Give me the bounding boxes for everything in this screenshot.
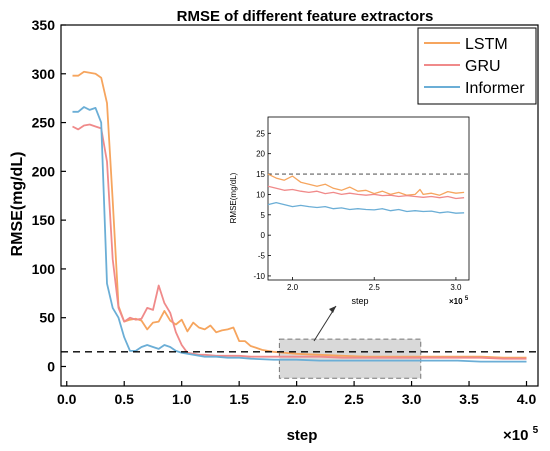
y-tick-label-5: 250 xyxy=(32,115,56,131)
inset-y-tick-label-3: 5 xyxy=(261,211,266,220)
inset-plot: 2.0 2.5 3.0 -10 -5 0 5 10 15 20 25 RMSE(mg/dL) ste… xyxy=(229,116,470,306)
series-line-gru xyxy=(72,123,527,360)
inset-x-tick-label-2: 3.0 xyxy=(450,283,462,292)
inset-y-tick-label-5: 15 xyxy=(256,170,265,179)
inset-y-axis-label: RMSE(mg/dL) xyxy=(229,172,238,223)
x-tick-label-3: 1.5 xyxy=(229,391,249,407)
x-tick-label-8: 4.0 xyxy=(517,391,537,407)
legend-label-informer: Informer xyxy=(465,80,525,97)
inset-y-tick-label-6: 20 xyxy=(256,150,265,159)
x-tick-label-0: 0.0 xyxy=(57,391,77,407)
chart-title: RMSE of different feature extractors xyxy=(177,8,434,25)
x-multiplier-exponent: 5 xyxy=(533,425,539,436)
y-tick-label-7: 350 xyxy=(32,17,56,33)
inset-y-tick-label-0: -10 xyxy=(253,272,265,281)
series-line-informer xyxy=(72,106,527,363)
x-axis-multiplier: ×10 5 xyxy=(503,425,539,444)
plot-frame xyxy=(60,24,539,387)
zoom-arrowhead xyxy=(329,306,336,313)
inset-series-line-informer xyxy=(267,201,465,214)
x-multiplier-base: ×10 xyxy=(503,427,528,444)
x-axis-label: step xyxy=(287,427,318,444)
main-series-lines xyxy=(72,70,527,363)
inset-y-tick-label-7: 25 xyxy=(256,129,265,138)
inset-series-lines xyxy=(267,173,465,214)
inset-y-tick-label-2: 0 xyxy=(261,231,266,240)
inset-x-tick-label-0: 2.0 xyxy=(287,283,299,292)
x-tick-label-7: 3.5 xyxy=(459,391,479,407)
inset-series-line-lstm xyxy=(267,173,465,196)
inset-series-line-gru xyxy=(267,185,465,200)
y-tick-label-3: 150 xyxy=(32,212,56,228)
inset-x-multiplier: ×10 5 xyxy=(449,296,469,306)
inset-x-multiplier-base: ×10 xyxy=(449,297,463,306)
y-tick-label-0: 0 xyxy=(47,358,55,374)
inset-x-multiplier-exponent: 5 xyxy=(465,296,469,302)
x-tick-label-2: 1.0 xyxy=(172,391,192,407)
main-axis-ticks: 0.0 0.5 1.0 1.5 2.0 2.5 3.0 3.5 4.00501001502002… xyxy=(32,17,537,407)
x-tick-label-5: 2.5 xyxy=(344,391,364,407)
zoom-region xyxy=(278,338,422,379)
x-tick-label-6: 3.0 xyxy=(402,391,422,407)
inset-axis-ticks: 2.0 2.5 3.0 -10 -5 0 5 10 15 20 25 xyxy=(253,129,462,292)
inset-x-tick-label-1: 2.5 xyxy=(369,283,381,292)
y-tick-label-4: 200 xyxy=(32,163,56,179)
inset-frame xyxy=(267,116,470,281)
inset-y-tick-label-4: 10 xyxy=(256,190,265,199)
legend-label-gru: GRU xyxy=(465,58,501,75)
legend: LSTM GRU Informer xyxy=(417,27,537,105)
legend-label-lstm: LSTM xyxy=(465,36,508,53)
y-tick-label-1: 50 xyxy=(39,310,55,326)
main-plot: 0.0 0.5 1.0 1.5 2.0 2.5 3.0 3.5 4.00501001502002… xyxy=(32,17,539,407)
inset-x-axis-label: step xyxy=(351,296,368,306)
series-line-lstm xyxy=(72,70,527,359)
y-tick-label-2: 100 xyxy=(32,261,56,277)
y-axis-label: RMSE(mg/dL) xyxy=(9,152,26,257)
x-tick-label-1: 0.5 xyxy=(114,391,134,407)
y-tick-label-6: 300 xyxy=(32,66,56,82)
inset-y-tick-label-1: -5 xyxy=(258,252,266,261)
x-tick-label-4: 2.0 xyxy=(287,391,307,407)
